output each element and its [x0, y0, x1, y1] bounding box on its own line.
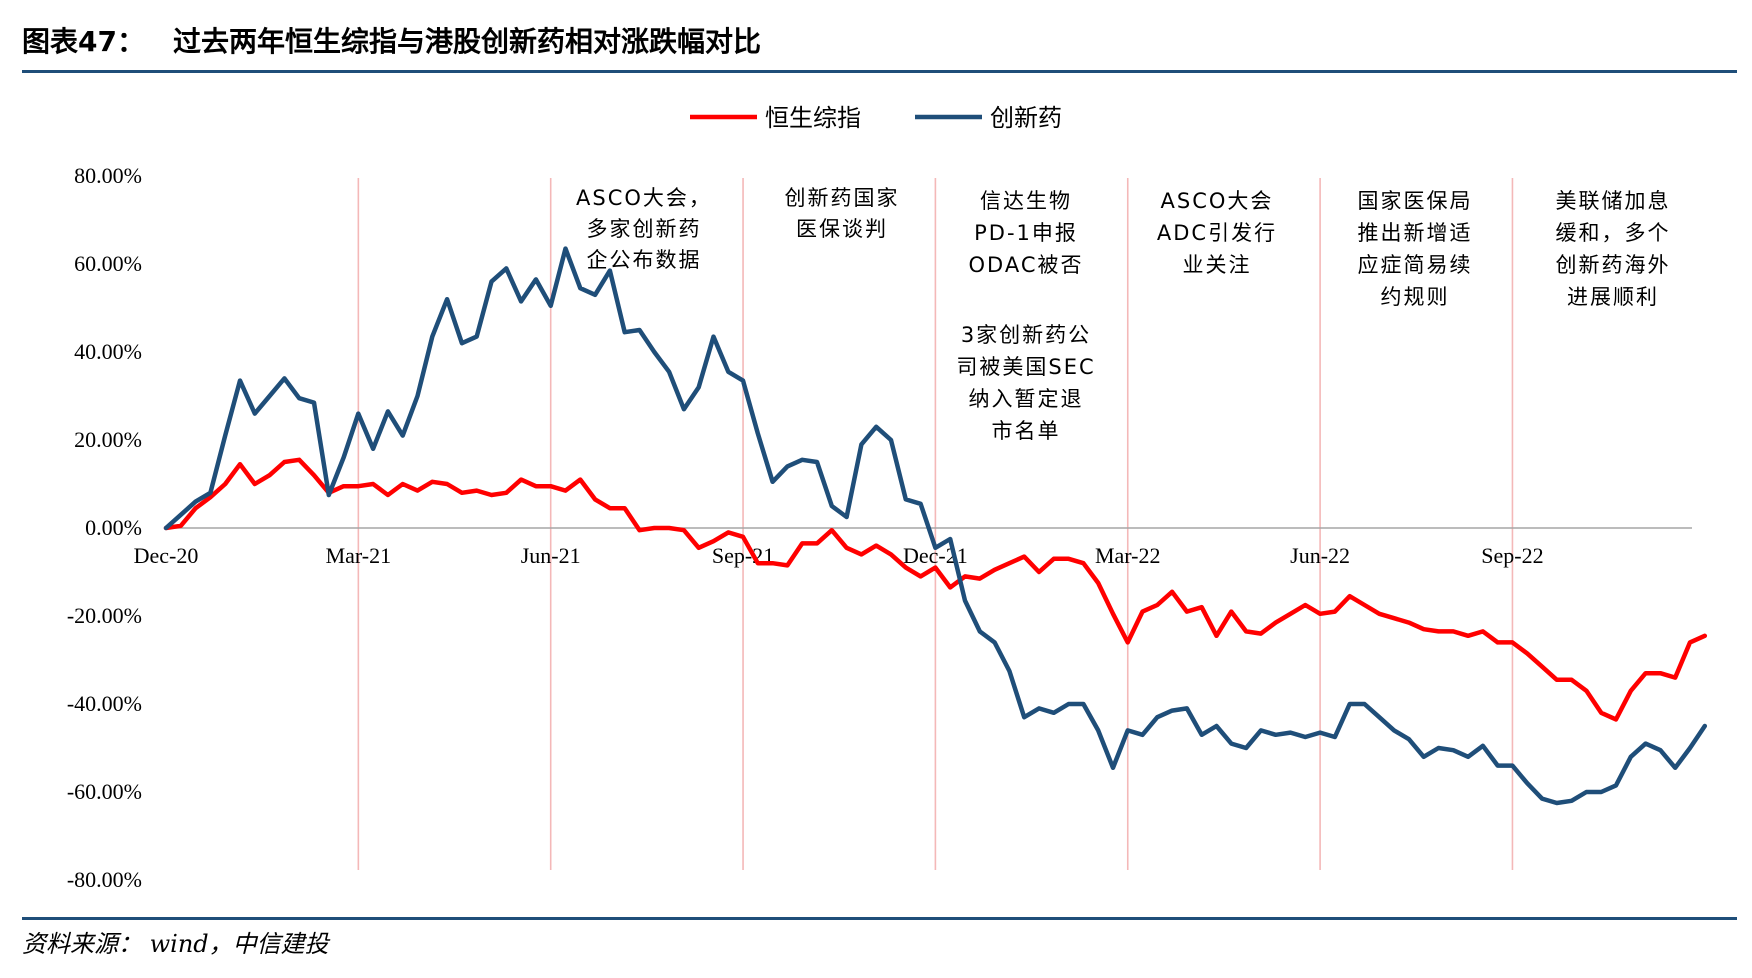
x-tick-label: Sep-22 — [1481, 543, 1543, 568]
figure-title-text: 过去两年恒生综指与港股创新药相对涨跌幅对比 — [172, 25, 761, 58]
annotation-line: 市名单 — [992, 419, 1061, 443]
event-vlines — [357, 178, 1514, 870]
legend: 恒生综指 创新药 — [690, 104, 1062, 132]
y-tick-label: 0.00% — [85, 515, 142, 540]
y-axis-ticks: 80.00% 60.00% 40.00% 20.00% 0.00% -20.00% -40.… — [67, 163, 142, 892]
legend-label-hsci: 恒生综指 — [765, 104, 861, 132]
annotation-line: 企公布数据 — [587, 248, 702, 272]
annotation-line: 缓和，多个 — [1556, 221, 1671, 245]
x-tick-label: Mar-22 — [1095, 543, 1161, 568]
y-tick-label: -20.00% — [67, 603, 142, 628]
x-tick-label: Jun-21 — [521, 543, 581, 568]
annotation-line: 创新药海外 — [1556, 253, 1671, 277]
source-rule — [22, 917, 1737, 920]
annotation-line: 多家创新药 — [587, 217, 702, 241]
annotation-line: 约规则 — [1381, 285, 1450, 309]
series-lines — [163, 246, 1708, 806]
annotation-line: 信达生物 — [980, 189, 1072, 213]
annotation-line: 医保谈判 — [796, 217, 888, 241]
annotation-line: ODAC被否 — [969, 253, 1084, 277]
title-rule — [22, 70, 1737, 73]
x-tick-label: Dec-20 — [134, 543, 199, 568]
y-tick-label: -60.00% — [67, 779, 142, 804]
annotation-line: 3家创新药公 — [961, 323, 1091, 347]
event-annotation-1: 创新药国家医保谈判 — [785, 186, 900, 241]
y-tick-label: 40.00% — [74, 339, 142, 364]
event-annotation-5: 国家医保局推出新增适应症简易续约规则 — [1358, 189, 1473, 309]
annotation-line: 推出新增适 — [1358, 221, 1473, 245]
event-annotation-4: ASCO大会 ADC引发行业关注 — [1157, 189, 1277, 277]
annotation-line: ASCO大会 — [1161, 189, 1274, 213]
line-chart: 80.00% 60.00% 40.00% 20.00% 0.00% -20.00% -40.… — [67, 104, 1708, 892]
annotation-line: 创新药国家 — [785, 186, 900, 210]
annotation-line: ADC引发行 — [1157, 221, 1277, 245]
event-annotation-6: 美联储加息缓和，多个创新药海外进展顺利 — [1556, 189, 1671, 309]
annotation-line: 司被美国SEC — [956, 355, 1095, 379]
x-tick-label: Jun-22 — [1290, 543, 1350, 568]
y-tick-label: 80.00% — [74, 163, 142, 188]
annotation-line: 应症简易续 — [1358, 253, 1473, 277]
annotation-line: ASCO大会， — [576, 186, 712, 210]
y-tick-label: -80.00% — [67, 867, 142, 892]
series-line-hsci — [163, 457, 1708, 722]
annotation-line: 国家医保局 — [1358, 189, 1473, 213]
annotation-line: 美联储加息 — [1556, 189, 1671, 213]
event-annotation-2: 信达生物 PD-1申报 ODAC被否 — [969, 189, 1084, 277]
event-annotation-3: 3家创新药公司被美国SEC 纳入暂定退市名单 — [956, 323, 1095, 443]
annotation-line: 进展顺利 — [1567, 285, 1659, 309]
source-note: 资料来源： wind，中信建投 — [22, 930, 329, 958]
y-tick-label: -40.00% — [67, 691, 142, 716]
figure-title: 图表47： 过去两年恒生综指与港股创新药相对涨跌幅对比 — [22, 20, 761, 60]
figure-number: 图表47： — [22, 25, 145, 58]
legend-label-innov: 创新药 — [990, 104, 1062, 132]
annotation-line: PD-1申报 — [974, 221, 1078, 245]
annotation-line: 纳入暂定退 — [969, 387, 1084, 411]
annotation-line: 业关注 — [1183, 253, 1252, 277]
y-tick-label: 20.00% — [74, 427, 142, 452]
series-line-innov — [163, 246, 1708, 806]
x-axis-ticks: Dec-20 Mar-21 Jun-21 Sep-21 Dec-21 Mar-22 Jun-… — [134, 543, 1544, 568]
event-annotation-0: ASCO大会， 多家创新药企公布数据 — [576, 186, 712, 272]
x-tick-label: Mar-21 — [326, 543, 392, 568]
annotations: ASCO大会， 多家创新药企公布数据 创新药国家医保谈判 信达生物 PD-1申报 ODAC… — [576, 186, 1671, 443]
y-tick-label: 60.00% — [74, 251, 142, 276]
